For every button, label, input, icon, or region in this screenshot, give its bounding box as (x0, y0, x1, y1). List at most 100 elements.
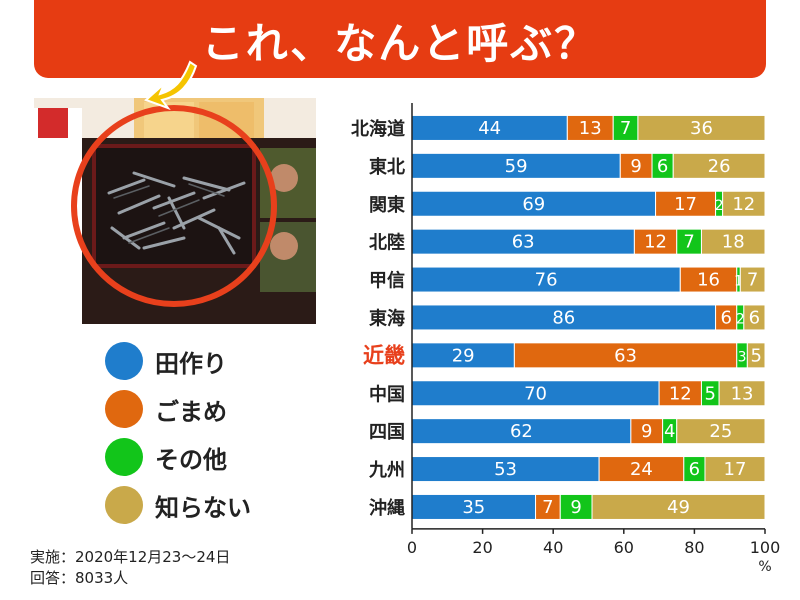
bar-segment (598, 456, 685, 483)
data-label: 6 (689, 459, 700, 480)
category-label: 近畿 (363, 343, 405, 367)
bar-segment (722, 190, 766, 217)
data-label: 6 (720, 307, 731, 328)
x-tick-label: 100 (750, 538, 781, 557)
bar-segment (612, 114, 639, 141)
data-label: 12 (732, 194, 755, 215)
bar-segment (513, 342, 738, 369)
data-label: 7 (747, 270, 758, 291)
bar-segment (676, 418, 766, 445)
bar-segment (411, 152, 621, 179)
legend-label-unknown: 知らない (155, 494, 251, 522)
title-banner: これ、なんと呼ぶ？ (34, 0, 766, 78)
bar-segment (676, 228, 702, 255)
x-unit-label: % (758, 559, 771, 575)
data-label: 70 (524, 383, 547, 404)
data-label: 12 (669, 383, 692, 404)
data-label: 86 (552, 307, 575, 328)
category-label: 甲信 (369, 270, 405, 292)
data-label: 3 (738, 349, 747, 365)
bar-segment (700, 228, 766, 255)
data-label: 7 (542, 497, 553, 518)
x-tick-label: 80 (684, 538, 704, 557)
data-label: 35 (462, 497, 485, 518)
page-title: これ、なんと呼ぶ？ (201, 19, 599, 68)
bar-segment (411, 114, 568, 141)
data-label: 12 (644, 232, 667, 253)
data-label: 9 (630, 156, 641, 177)
bar-segment (704, 456, 766, 483)
bar-segment (655, 190, 717, 217)
data-label: 76 (535, 270, 558, 291)
category-label: 東北 (369, 156, 405, 178)
legend-swatch-tazukuri (105, 342, 143, 380)
data-label: 2 (736, 311, 745, 327)
bar-segment (591, 493, 766, 520)
legend-label-other: その他 (155, 446, 227, 474)
data-label: 6 (749, 307, 760, 328)
legend-item-tazukuri: 田作り (105, 340, 305, 380)
data-label: 6 (657, 156, 668, 177)
data-label: 18 (722, 232, 745, 253)
bar-segment (679, 266, 738, 293)
x-tick-label: 0 (407, 538, 417, 557)
data-label: 2 (715, 198, 724, 214)
bar-segment (637, 114, 766, 141)
data-label: 63 (512, 232, 535, 253)
bar-segment (411, 304, 717, 331)
category-label: 東海 (369, 307, 405, 329)
survey-date-note: 実施：2020年12月23～24日 (30, 548, 231, 566)
legend-swatch-unknown (105, 486, 143, 524)
data-label: 17 (674, 194, 697, 215)
x-tick-label: 40 (543, 538, 563, 557)
bar-segment (743, 304, 766, 331)
data-label: 5 (750, 345, 761, 366)
category-label: 北陸 (369, 232, 405, 254)
data-label: 13 (579, 118, 602, 139)
data-label: 5 (705, 383, 716, 404)
bar-segment (411, 190, 657, 217)
x-tick-label: 20 (472, 538, 492, 557)
data-label: 53 (494, 459, 517, 480)
legend-label-gomame: ごまめ (155, 398, 227, 426)
legend-item-other: その他 (105, 436, 305, 476)
data-label: 44 (478, 118, 501, 139)
data-label: 9 (570, 497, 581, 518)
bar-segment (535, 493, 561, 520)
category-label: 中国 (369, 383, 405, 405)
bar-segment (739, 266, 766, 293)
data-label: 7 (620, 118, 631, 139)
data-label: 59 (505, 156, 528, 177)
data-label: 13 (731, 383, 754, 404)
data-label: 9 (641, 421, 652, 442)
data-label: 29 (452, 345, 475, 366)
data-label: 49 (667, 497, 690, 518)
data-label: 4 (664, 421, 675, 442)
photo-illustration (34, 98, 316, 324)
respondents-note: 回答：8033人 (30, 569, 129, 587)
data-label: 69 (522, 194, 545, 215)
data-label: 7 (683, 232, 694, 253)
data-label: 26 (708, 156, 731, 177)
legend-item-gomame: ごまめ (105, 388, 305, 428)
bar-segment (411, 456, 600, 483)
bar-segment (411, 380, 660, 407)
legend-item-unknown: 知らない (105, 484, 305, 524)
arrow-icon (144, 60, 198, 111)
data-label: 16 (697, 270, 720, 291)
bar-segment (633, 228, 678, 255)
data-label: 1 (734, 274, 743, 290)
bar-segment (746, 342, 766, 369)
bar-segment (672, 152, 766, 179)
data-label: 36 (690, 118, 713, 139)
data-label: 25 (709, 421, 732, 442)
category-label: 関東 (369, 194, 405, 216)
category-label: 九州 (368, 460, 405, 481)
data-label: 17 (724, 459, 747, 480)
bar-segment (630, 418, 664, 445)
data-label: 62 (510, 421, 533, 442)
bar-segment (718, 380, 766, 407)
bar-segment (566, 114, 614, 141)
legend-swatch-gomame (105, 390, 143, 428)
